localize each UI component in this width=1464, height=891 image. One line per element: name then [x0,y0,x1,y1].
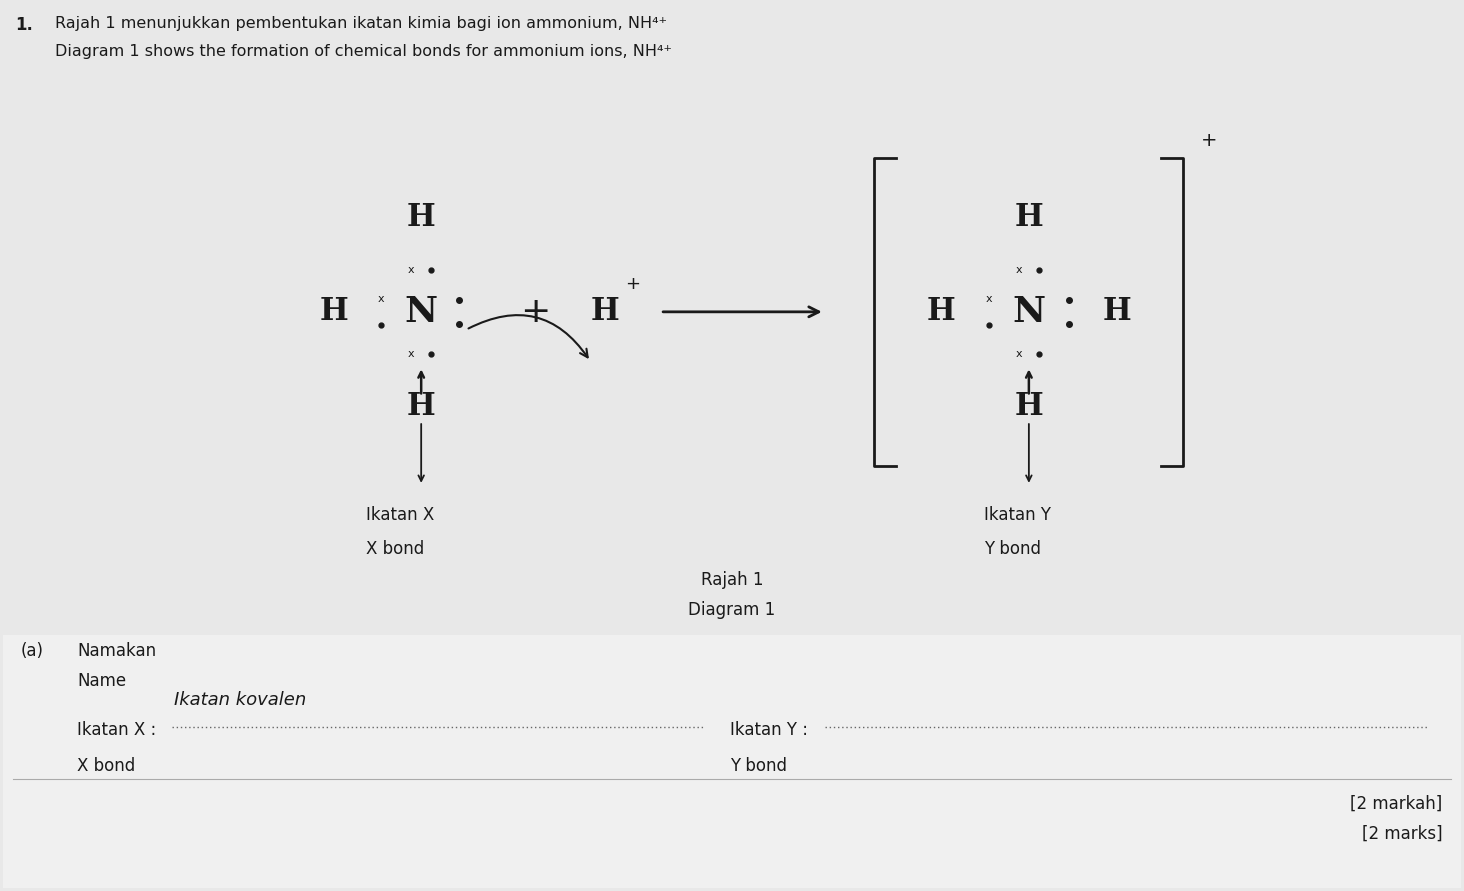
Text: Ikatan kovalen: Ikatan kovalen [174,691,306,709]
Text: X bond: X bond [78,757,136,775]
Text: H: H [591,297,619,327]
Text: Rajah 1: Rajah 1 [701,571,763,589]
Text: Ikatan X :: Ikatan X : [78,722,157,740]
Text: Diagram 1: Diagram 1 [688,601,776,619]
Text: H: H [319,297,348,327]
FancyBboxPatch shape [3,634,1461,888]
Text: H: H [1102,297,1130,327]
Text: [2 markah]: [2 markah] [1350,795,1442,813]
Text: H: H [1015,391,1044,421]
Text: Ikatan Y :: Ikatan Y : [731,722,808,740]
Text: x: x [1016,266,1022,275]
Text: (a): (a) [20,642,44,659]
Text: +: + [625,275,640,293]
Text: x: x [378,294,385,304]
Text: [2 marks]: [2 marks] [1362,824,1442,843]
Text: +: + [1202,131,1218,150]
Text: H: H [407,391,436,421]
Text: x: x [1016,348,1022,358]
Text: x: x [408,348,414,358]
FancyArrowPatch shape [468,315,587,357]
Text: N: N [404,295,438,329]
Text: X bond: X bond [366,541,425,559]
Text: +: + [521,295,550,329]
Text: Ikatan Y: Ikatan Y [984,505,1051,524]
Text: N: N [1012,295,1045,329]
Text: Diagram 1 shows the formation of chemical bonds for ammonium ions, NH⁴⁺: Diagram 1 shows the formation of chemica… [54,44,672,59]
Text: x: x [408,266,414,275]
Text: H: H [927,297,956,327]
Text: Rajah 1 menunjukkan pembentukan ikatan kimia bagi ion ammonium, NH⁴⁺: Rajah 1 menunjukkan pembentukan ikatan k… [54,16,666,30]
Text: 1.: 1. [15,16,32,34]
Text: x: x [985,294,993,304]
Text: H: H [1015,202,1044,233]
Text: Y bond: Y bond [984,541,1041,559]
Text: Y bond: Y bond [731,757,788,775]
Text: Name: Name [78,672,126,690]
Text: Namakan: Namakan [78,642,157,659]
Text: H: H [407,202,436,233]
Text: Ikatan X: Ikatan X [366,505,435,524]
